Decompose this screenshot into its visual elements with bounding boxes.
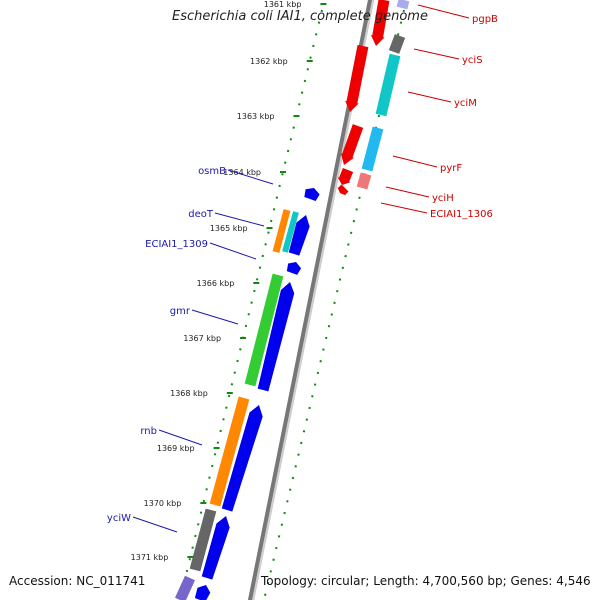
leader-right-pyrF [392,155,438,168]
tick-label-10: 1371 kbp [131,553,169,562]
gene-label-yciW: yciW [107,513,131,524]
leader-right-yciM [407,91,452,103]
gene-label-deoT: deoT [188,209,214,220]
gene-yciM-cyan [375,53,401,117]
tick-label-9: 1370 kbp [144,499,182,508]
gene-top-lavender [396,0,410,10]
gene-pyrF-sky [361,126,384,172]
leader-right-ECIAI1_1306 [380,202,428,214]
leader-right-yciS [413,48,460,60]
tick-label-3: 1364 kbp [223,168,261,177]
gene-label-gmr: gmr [170,306,191,317]
gene-ECIAI1_1309-cyan [282,211,299,253]
gene-yciS-gray [388,34,406,54]
gene-deoT-forward [288,215,310,256]
gene-small-forward [286,262,302,275]
leader-left-ECIAI1_1309 [209,242,257,260]
gene-osmB-forward [304,188,320,202]
tick-label-2: 1363 kbp [237,112,275,121]
gene-label-ECIAI1_1306: ECIAI1_1306 [430,209,493,220]
gene-label-rnb: rnb [140,426,157,437]
leader-left-rnb [158,429,203,446]
gene-label-pgpB: pgpB [472,14,498,25]
gene-rnb-orange [209,396,250,507]
tick-label-4: 1365 kbp [210,224,248,233]
gene-label-pyrF: pyrF [440,163,462,174]
gene-bottom-purple [174,575,196,600]
tick-label-1: 1362 kbp [250,57,288,66]
gene-yciW-gray [189,508,217,572]
gene-gmr-green [244,273,284,387]
gene-pyrF-reverse [340,124,364,165]
gene-yciH-reverse [337,167,354,185]
gene-gmr-forward [257,282,295,392]
genome-summary-text: Topology: circular; Length: 4,700,560 bp… [261,574,591,588]
gene-rnb-forward [221,405,263,512]
tick-label-6: 1367 kbp [183,334,221,343]
gene-deoT-orange [272,209,291,253]
gene-label-yciS: yciS [462,55,483,66]
gene-label-yciM: yciM [454,98,477,109]
leader-right-yciH [385,186,430,198]
gene-yciW-forward [201,516,230,580]
gene-label-osmB: osmB [198,166,226,177]
right-tick-track [263,9,405,600]
gene-ECIAI1_1306-reverse [337,184,349,196]
gene-label-yciH: yciH [432,193,454,204]
tick-label-8: 1369 kbp [157,444,195,453]
leader-right-pgpB [417,4,470,19]
leader-left-osmB [227,169,274,185]
leader-left-gmr [191,309,239,325]
gene-pgpB-reverse [370,0,390,46]
gene-label-ECIAI1_1309: ECIAI1_1309 [145,239,208,250]
tick-label-0: 1361 kbp [264,0,302,9]
accession-text: Accession: NC_011741 [9,574,146,588]
gene-yciH-salmon [356,172,372,190]
left-tick-track [179,9,323,600]
tick-label-7: 1368 kbp [170,389,208,398]
tick-label-5: 1366 kbp [197,279,235,288]
leader-left-deoT [214,212,265,227]
gene-bottom-forward [194,585,211,600]
gene-yciS-reverse [345,44,369,112]
leader-left-yciW [132,516,178,533]
genome-title: Escherichia coli IAI1, complete genome [172,9,428,24]
